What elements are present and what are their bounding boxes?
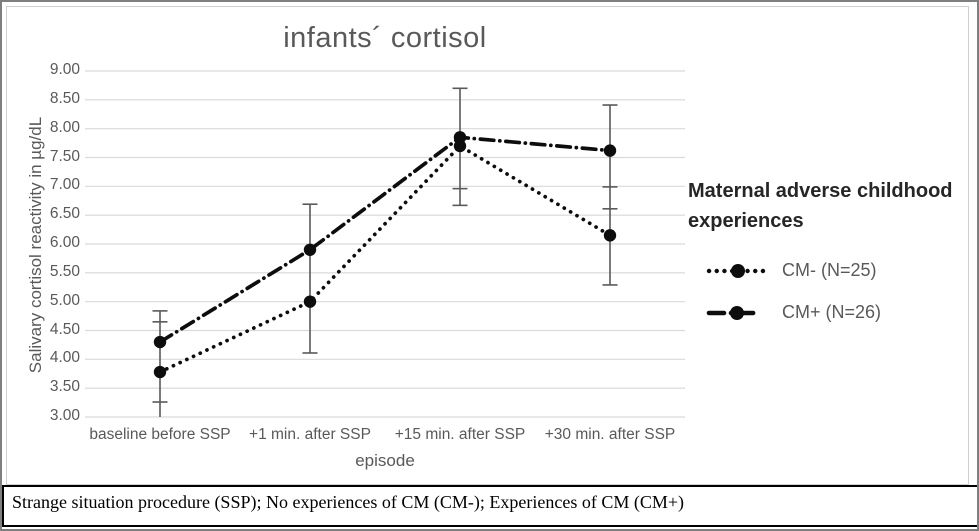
data-point-marker (153, 365, 167, 379)
y-tick-label: 6.50 (49, 205, 80, 223)
legend-title: Maternal adverse childhood experiences (688, 180, 953, 232)
footnote-box: Strange situation procedure (SSP); No ex… (2, 485, 977, 527)
data-point-marker (153, 335, 167, 349)
y-tick-label: 4.50 (49, 320, 80, 338)
y-tick-label: 5.50 (49, 262, 80, 280)
data-point-marker (603, 229, 617, 242)
y-tick-label: 7.50 (49, 147, 80, 165)
series-line-cm-plus (158, 135, 612, 344)
footnote-text: Strange situation procedure (SSP); No ex… (12, 492, 685, 512)
chart-title: infants´ cortisol (283, 22, 487, 54)
data-point-marker (303, 295, 317, 308)
legend: Maternal adverse childhood experiences C… (688, 176, 974, 322)
y-tick-label: 7.00 (49, 176, 80, 194)
legend-item-cm-plus: CM+ (N=26) (706, 302, 881, 323)
legend-item-label: CM+ (N=26) (782, 302, 882, 322)
y-tick-label: 8.00 (49, 118, 80, 136)
y-tick-label: 5.00 (49, 291, 80, 309)
dotted-line-marker-icon (706, 263, 770, 278)
data-point-marker (453, 139, 467, 153)
chart-area (6, 6, 969, 485)
y-tick-label: 9.00 (49, 61, 80, 78)
dash-dot-line-marker-icon (706, 305, 761, 320)
plot-svg (85, 70, 685, 418)
y-tick-label: 4.00 (49, 349, 80, 367)
data-point-marker (603, 144, 617, 157)
legend-item-cm-minus: CM- (N=25) (706, 260, 877, 281)
y-tick-label: 3.00 (49, 407, 80, 424)
series-markers-cm-plus (153, 131, 617, 349)
gridlines (85, 70, 685, 418)
error-bars (152, 87, 618, 417)
data-point-marker (453, 131, 467, 144)
y-tick-label: 8.50 (49, 89, 80, 107)
series-markers-cm-minus (153, 139, 617, 379)
series-line-cm-minus (158, 144, 612, 374)
y-tick-label: 6.00 (49, 234, 80, 251)
x-category-label: +1 min. after SSP (249, 426, 371, 443)
x-category-label: baseline before SSP (89, 426, 231, 443)
legend-item-label: CM- (N=25) (782, 260, 877, 280)
x-category-label: +30 min. after SSP (544, 426, 676, 443)
x-axis-label: episode (355, 451, 415, 470)
data-point-marker (303, 243, 317, 256)
x-category-label: +15 min. after SSP (394, 426, 526, 443)
y-tick-label: 3.50 (49, 378, 80, 396)
